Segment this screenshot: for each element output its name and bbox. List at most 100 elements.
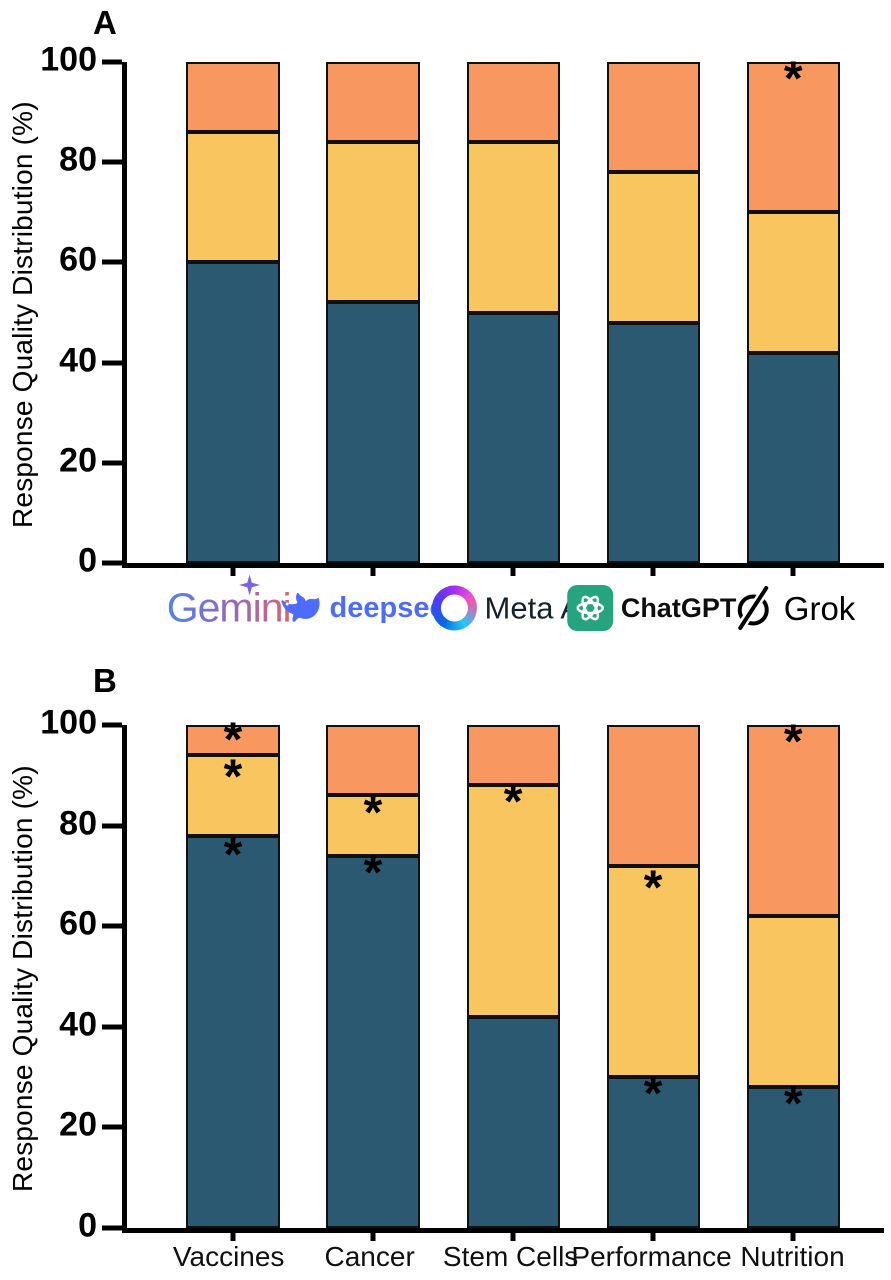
stacked-bar-gemini bbox=[186, 62, 280, 563]
segment-yellow bbox=[606, 865, 700, 1078]
y-tick-mark-0 bbox=[102, 1225, 122, 1231]
y-tick-label-20: 20 bbox=[59, 1105, 97, 1144]
y-tick-label-80: 80 bbox=[59, 140, 97, 179]
stacked-bar-deepseek bbox=[326, 62, 420, 563]
y-tick-label-100: 100 bbox=[40, 40, 97, 79]
segment-yellow bbox=[326, 795, 420, 856]
x-tick-mark bbox=[790, 563, 796, 576]
x-tick-mark bbox=[650, 563, 656, 576]
segment-orange bbox=[186, 62, 280, 133]
significance-asterisk: * bbox=[363, 846, 383, 900]
segment-teal bbox=[466, 312, 560, 563]
panel-a-y-axis-title: Response Quality Distribution (%) bbox=[7, 101, 38, 529]
significance-asterisk: * bbox=[363, 786, 383, 840]
grok-slashed-circle-icon bbox=[735, 585, 771, 631]
y-tick-mark-100 bbox=[102, 59, 122, 65]
segment-teal bbox=[186, 262, 280, 563]
significance-asterisk: * bbox=[223, 750, 243, 804]
segment-yellow bbox=[186, 132, 280, 263]
stacked-bar-grok bbox=[746, 62, 840, 563]
x-tick-mark bbox=[230, 563, 236, 576]
significance-asterisk: * bbox=[643, 861, 663, 915]
segment-yellow bbox=[326, 142, 420, 303]
x-category-label-performance: Performance bbox=[571, 1241, 732, 1272]
significance-asterisk: * bbox=[783, 1077, 803, 1131]
stacked-bar-cancer bbox=[326, 725, 420, 1228]
meta-ai-ring-icon bbox=[431, 585, 477, 631]
segment-yellow bbox=[466, 142, 560, 313]
stacked-bar-meta-ai bbox=[466, 62, 560, 563]
y-tick-label-60: 60 bbox=[59, 904, 97, 943]
panel-b-plot-area: 0 20 40 60 80 100 * * * * * * * * * * bbox=[40, 705, 884, 1242]
x-tick-mark bbox=[650, 1228, 656, 1241]
panel-a-plot-area: 0 20 40 60 80 100 * bbox=[40, 42, 884, 577]
y-tick-label-100: 100 bbox=[40, 703, 97, 742]
significance-asterisk: * bbox=[643, 1067, 663, 1121]
panel-b-label: B bbox=[93, 662, 117, 699]
y-tick-label-40: 40 bbox=[59, 340, 97, 379]
segment-orange bbox=[746, 725, 840, 917]
segment-orange bbox=[466, 62, 560, 143]
deepseek-whale-icon bbox=[281, 593, 320, 622]
significance-asterisk: * bbox=[503, 776, 523, 830]
logo-gemini: Gemini bbox=[166, 574, 292, 631]
gemini-label: Gemini bbox=[166, 584, 292, 631]
stacked-bar-nutrition bbox=[746, 725, 840, 1228]
gemini-wordmark: Gemini bbox=[166, 574, 292, 631]
stacked-bar-performance bbox=[606, 725, 700, 1228]
segment-teal bbox=[326, 855, 420, 1228]
chatgpt-label: ChatGPT bbox=[620, 592, 737, 623]
y-tick-mark-0 bbox=[102, 560, 122, 566]
y-tick-label-60: 60 bbox=[59, 240, 97, 279]
stacked-bar-stem-cells bbox=[466, 725, 560, 1228]
y-tick-mark-60 bbox=[102, 259, 122, 265]
y-tick-mark-60 bbox=[102, 923, 122, 929]
segment-yellow bbox=[746, 916, 840, 1088]
stacked-bar-chatgpt bbox=[606, 62, 700, 563]
segment-teal bbox=[606, 1077, 700, 1228]
x-tick-mark bbox=[230, 1228, 236, 1241]
grok-label: Grok bbox=[783, 589, 856, 627]
x-category-label-stem-cells: Stem Cells bbox=[442, 1241, 579, 1272]
logo-grok: Grok bbox=[730, 585, 856, 631]
y-tick-mark-40 bbox=[102, 1024, 122, 1030]
y-tick-mark-100 bbox=[102, 722, 122, 728]
segment-teal bbox=[606, 322, 700, 563]
x-tick-mark bbox=[510, 1228, 516, 1241]
y-tick-mark-20 bbox=[102, 1124, 122, 1130]
y-tick-label-80: 80 bbox=[59, 803, 97, 842]
segment-yellow bbox=[466, 785, 560, 1017]
segment-orange bbox=[606, 62, 700, 173]
panel-a-x-axis-logos: Gemini deepseek Meta AI bbox=[122, 574, 884, 639]
gemini-sparkle-icon bbox=[238, 574, 260, 596]
logo-chatgpt: ChatGPT bbox=[566, 585, 737, 631]
x-tick-mark bbox=[370, 1228, 376, 1241]
y-tick-label-0: 0 bbox=[78, 1206, 97, 1245]
panel-a-label: A bbox=[93, 4, 117, 41]
segment-orange bbox=[326, 62, 420, 143]
significance-asterisk: * bbox=[783, 52, 803, 106]
segment-teal bbox=[746, 352, 840, 563]
segment-yellow bbox=[606, 172, 700, 323]
y-tick-label-20: 20 bbox=[59, 441, 97, 480]
segment-teal bbox=[466, 1016, 560, 1228]
segment-orange bbox=[606, 725, 700, 866]
y-tick-mark-40 bbox=[102, 360, 122, 366]
segment-orange bbox=[186, 725, 280, 756]
x-category-label-cancer: Cancer bbox=[324, 1241, 415, 1272]
segment-orange bbox=[466, 725, 560, 786]
y-tick-mark-80 bbox=[102, 823, 122, 829]
stacked-bar-vaccines bbox=[186, 725, 280, 1228]
y-tick-mark-20 bbox=[102, 460, 122, 466]
y-tick-label-0: 0 bbox=[78, 541, 97, 580]
x-tick-mark bbox=[370, 563, 376, 576]
segment-yellow bbox=[186, 755, 280, 836]
x-tick-mark bbox=[510, 563, 516, 576]
panel-b-x-axis-labels: Vaccines Cancer Stem Cells Performance Nutri… bbox=[122, 1241, 884, 1278]
x-category-label-nutrition: Nutrition bbox=[740, 1241, 845, 1272]
segment-orange bbox=[326, 725, 420, 796]
segment-yellow bbox=[746, 212, 840, 353]
y-tick-mark-80 bbox=[102, 159, 122, 165]
significance-asterisk: * bbox=[223, 713, 243, 767]
